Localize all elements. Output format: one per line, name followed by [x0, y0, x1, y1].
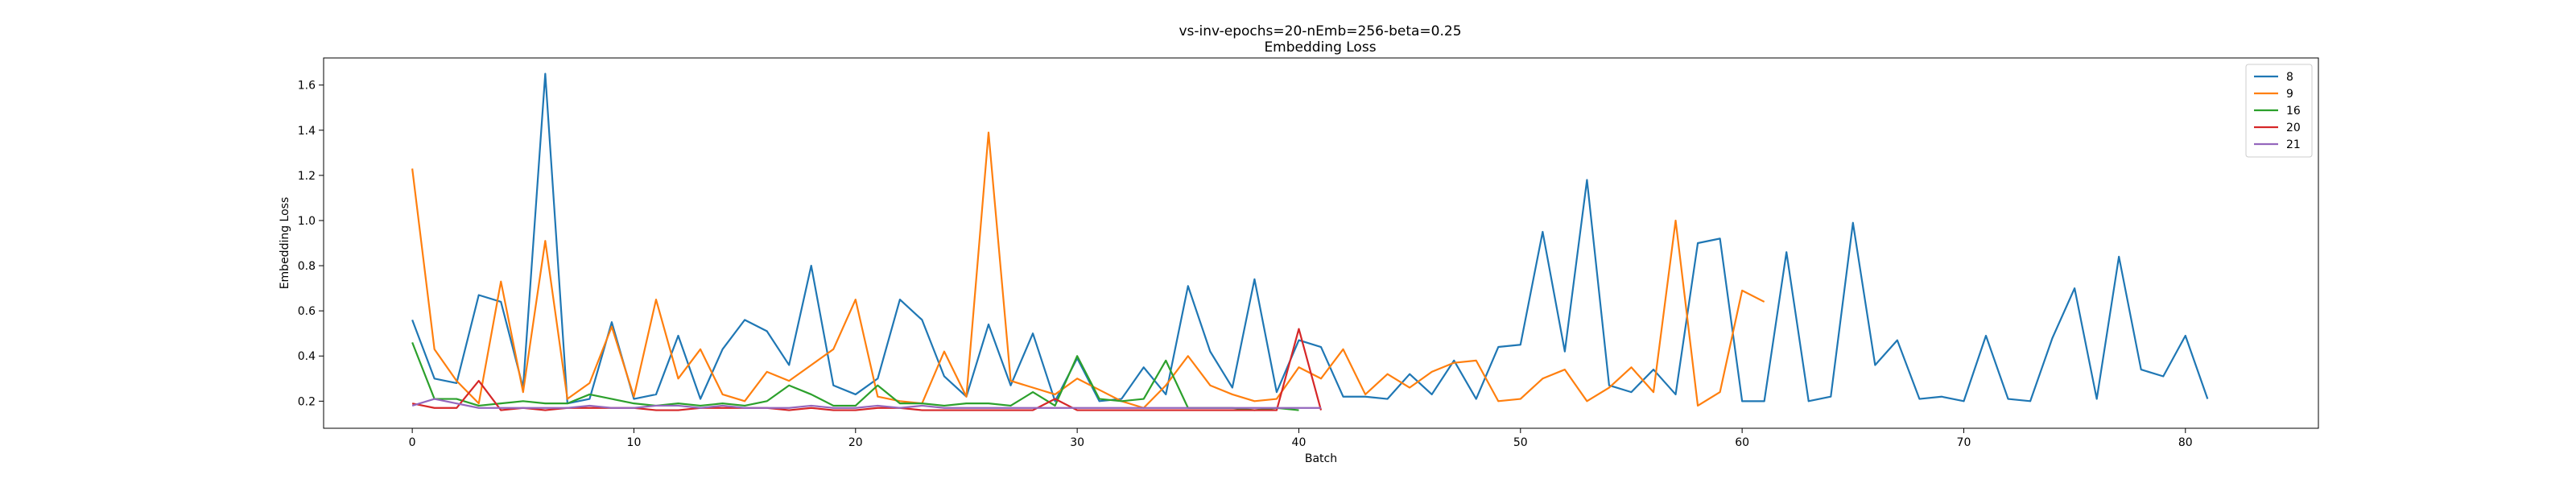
legend-label-9: 9	[2286, 88, 2293, 101]
x-tick-label: 80	[2178, 436, 2193, 449]
y-tick-label: 1.2	[298, 170, 316, 183]
series-line-21	[411, 398, 1321, 409]
series-line-9	[411, 131, 1765, 409]
legend: 8 9 16 20 21	[2245, 64, 2313, 158]
series-line-8	[411, 72, 2209, 405]
y-tick-label: 0.4	[298, 350, 316, 363]
y-tick-label: 0.2	[298, 395, 316, 408]
y-tick-label: 1.4	[298, 125, 316, 138]
y-tick-label: 1.0	[298, 215, 316, 228]
y-tick-label: 0.6	[298, 305, 316, 318]
series-line-16	[411, 342, 1299, 411]
x-tick-label: 60	[1735, 436, 1749, 449]
x-tick-label: 70	[1957, 436, 1971, 449]
y-tick-label: 1.6	[298, 80, 316, 93]
legend-box	[2245, 64, 2313, 158]
x-axis: 0 10 20 30 40 50 60 70 80	[409, 428, 2193, 449]
legend-label-20: 20	[2286, 122, 2301, 134]
chart-title: vs-inv-epochs=20-nEmb=256-beta=0.25	[1179, 23, 1461, 39]
y-tick-label: 0.8	[298, 260, 316, 273]
x-tick-label: 50	[1513, 436, 1528, 449]
y-axis-label: Embedding Loss	[279, 197, 291, 290]
x-tick-label: 30	[1070, 436, 1084, 449]
legend-label-21: 21	[2286, 138, 2301, 151]
legend-label-16: 16	[2286, 105, 2301, 118]
plot-area	[411, 72, 2209, 411]
y-axis: 0.2 0.4 0.6 0.8 1.0 1.2 1.4 1.6	[298, 80, 324, 408]
x-tick-label: 10	[627, 436, 642, 449]
x-axis-label: Batch	[1305, 452, 1337, 465]
chart-subtitle: Embedding Loss	[1264, 39, 1376, 56]
x-tick-label: 40	[1292, 436, 1307, 449]
axes-frame	[323, 57, 2319, 429]
x-tick-label: 20	[848, 436, 863, 449]
x-tick-label: 0	[409, 436, 416, 449]
legend-label-8: 8	[2286, 71, 2293, 84]
